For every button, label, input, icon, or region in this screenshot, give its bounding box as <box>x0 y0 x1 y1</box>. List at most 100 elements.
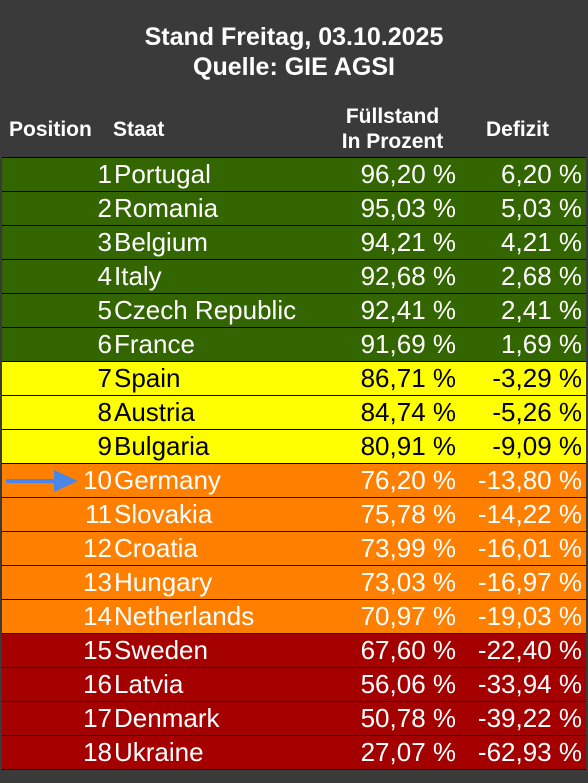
cell-position: 7 <box>97 363 112 393</box>
cell-position: 14 <box>83 601 112 631</box>
cell-position: 9 <box>97 431 112 461</box>
cell-position: 18 <box>83 737 112 767</box>
table-row: 13 Hungary 73,03 % -16,97 % <box>2 566 586 600</box>
ranking-table: 1 Portugal 96,20 % 6,20 % 2 Romania 95,03 % 5,0… <box>2 157 586 770</box>
header-defizit: Defizit <box>486 118 549 141</box>
table-row: 17 Denmark 50,78 % -39,22 % <box>2 702 586 736</box>
cell-staat: Denmark <box>114 703 220 733</box>
cell-fuellstand: 92,41 % <box>360 295 456 325</box>
table-row: 15 Sweden 67,60 % -22,40 % <box>2 634 586 668</box>
cell-defizit: -62,93 % <box>477 737 582 767</box>
cell-staat: Portugal <box>114 159 211 189</box>
table-row: 4 Italy 92,68 % 2,68 % <box>2 260 586 294</box>
cell-staat: Germany <box>114 465 221 495</box>
table-row: 3 Belgium 94,21 % 4,21 % <box>2 226 586 260</box>
cell-fuellstand: 91,69 % <box>360 329 456 359</box>
cell-staat: Hungary <box>114 567 213 597</box>
cell-fuellstand: 96,20 % <box>360 159 456 189</box>
cell-defizit: -39,22 % <box>477 703 582 733</box>
table-row: 9 Bulgaria 80,91 % -9,09 % <box>2 430 586 464</box>
cell-staat: Romania <box>114 193 219 223</box>
cell-defizit: -3,29 % <box>492 363 582 393</box>
cell-position: 13 <box>83 567 112 597</box>
cell-fuellstand: 80,91 % <box>360 431 456 461</box>
cell-fuellstand: 27,07 % <box>360 737 456 767</box>
cell-staat: Slovakia <box>114 499 213 529</box>
header-fuellstand: Füllstand In Prozent <box>320 104 465 154</box>
table-row: 18 Ukraine 27,07 % -62,93 % <box>2 736 586 770</box>
cell-fuellstand: 76,20 % <box>360 465 456 495</box>
cell-defizit: 4,21 % <box>501 227 582 257</box>
cell-fuellstand: 70,97 % <box>360 601 456 631</box>
cell-fuellstand: 73,03 % <box>360 567 456 597</box>
cell-staat: Latvia <box>114 669 184 699</box>
table-row: 12 Croatia 73,99 % -16,01 % <box>2 532 586 566</box>
cell-defizit: 6,20 % <box>501 159 582 189</box>
cell-position: 10 <box>83 465 112 495</box>
page-title: Stand Freitag, 03.10.2025 Quelle: GIE AG… <box>0 22 588 82</box>
cell-fuellstand: 50,78 % <box>360 703 456 733</box>
cell-fuellstand: 84,74 % <box>360 397 456 427</box>
cell-defizit: 5,03 % <box>501 193 582 223</box>
title-date: Stand Freitag, 03.10.2025 <box>144 23 444 51</box>
cell-fuellstand: 95,03 % <box>360 193 456 223</box>
table-row: 11 Slovakia 75,78 % -14,22 % <box>2 498 586 532</box>
cell-position: 15 <box>83 635 112 665</box>
cell-defizit: -33,94 % <box>477 669 582 699</box>
cell-staat: Italy <box>114 261 162 291</box>
cell-position: 8 <box>97 397 112 427</box>
cell-fuellstand: 75,78 % <box>360 499 456 529</box>
table-row: 10 Germany 76,20 % -13,80 % <box>2 464 586 498</box>
cell-staat: Croatia <box>114 533 198 563</box>
cell-fuellstand: 56,06 % <box>360 669 456 699</box>
cell-defizit: 2,68 % <box>501 261 582 291</box>
cell-fuellstand: 73,99 % <box>360 533 456 563</box>
table-row: 2 Romania 95,03 % 5,03 % <box>2 192 586 226</box>
table-row: 8 Austria 84,74 % -5,26 % <box>2 396 586 430</box>
cell-fuellstand: 92,68 % <box>360 261 456 291</box>
cell-defizit: -22,40 % <box>477 635 582 665</box>
cell-position: 12 <box>83 533 112 563</box>
cell-staat: Bulgaria <box>114 431 210 461</box>
cell-staat: Austria <box>114 397 195 427</box>
cell-fuellstand: 67,60 % <box>360 635 456 665</box>
table-row: 16 Latvia 56,06 % -33,94 % <box>2 668 586 702</box>
table-row: 14 Netherlands 70,97 % -19,03 % <box>2 600 586 634</box>
cell-staat: Netherlands <box>114 601 255 631</box>
title-source: Quelle: GIE AGSI <box>193 53 395 81</box>
cell-defizit: -9,09 % <box>492 431 582 461</box>
cell-defizit: 2,41 % <box>501 295 582 325</box>
cell-staat: Belgium <box>114 227 208 257</box>
arrow-right-icon <box>6 470 78 492</box>
cell-position: 3 <box>97 227 112 257</box>
header-fuellstand-line2: In Prozent <box>341 130 444 153</box>
cell-defizit: -19,03 % <box>477 601 582 631</box>
cell-position: 6 <box>97 329 112 359</box>
cell-position: 5 <box>97 295 112 325</box>
cell-defizit: 1,69 % <box>501 329 582 359</box>
header-position: Position <box>9 118 92 141</box>
cell-staat: France <box>114 329 195 359</box>
cell-defizit: -16,97 % <box>477 567 582 597</box>
header-staat: Staat <box>113 118 165 141</box>
cell-fuellstand: 94,21 % <box>360 227 456 257</box>
cell-position: 11 <box>85 499 112 529</box>
table-row: 7 Spain 86,71 % -3,29 % <box>2 362 586 396</box>
cell-defizit: -13,80 % <box>477 465 582 495</box>
cell-fuellstand: 86,71 % <box>360 363 456 393</box>
cell-defizit: -5,26 % <box>492 397 582 427</box>
cell-staat: Spain <box>114 363 181 393</box>
table-row: 6 France 91,69 % 1,69 % <box>2 328 586 362</box>
cell-defizit: -14,22 % <box>477 499 582 529</box>
table-row: 1 Portugal 96,20 % 6,20 % <box>2 158 586 192</box>
cell-staat: Ukraine <box>114 737 204 767</box>
cell-staat: Sweden <box>114 635 208 665</box>
cell-position: 4 <box>97 261 112 291</box>
table-row: 5 Czech Republic 92,41 % 2,41 % <box>2 294 586 328</box>
cell-defizit: -16,01 % <box>477 533 582 563</box>
cell-position: 17 <box>83 703 112 733</box>
cell-position: 1 <box>97 159 112 189</box>
cell-position: 16 <box>83 669 112 699</box>
header-fuellstand-line1: Füllstand <box>345 105 440 128</box>
cell-staat: Czech Republic <box>114 295 297 325</box>
